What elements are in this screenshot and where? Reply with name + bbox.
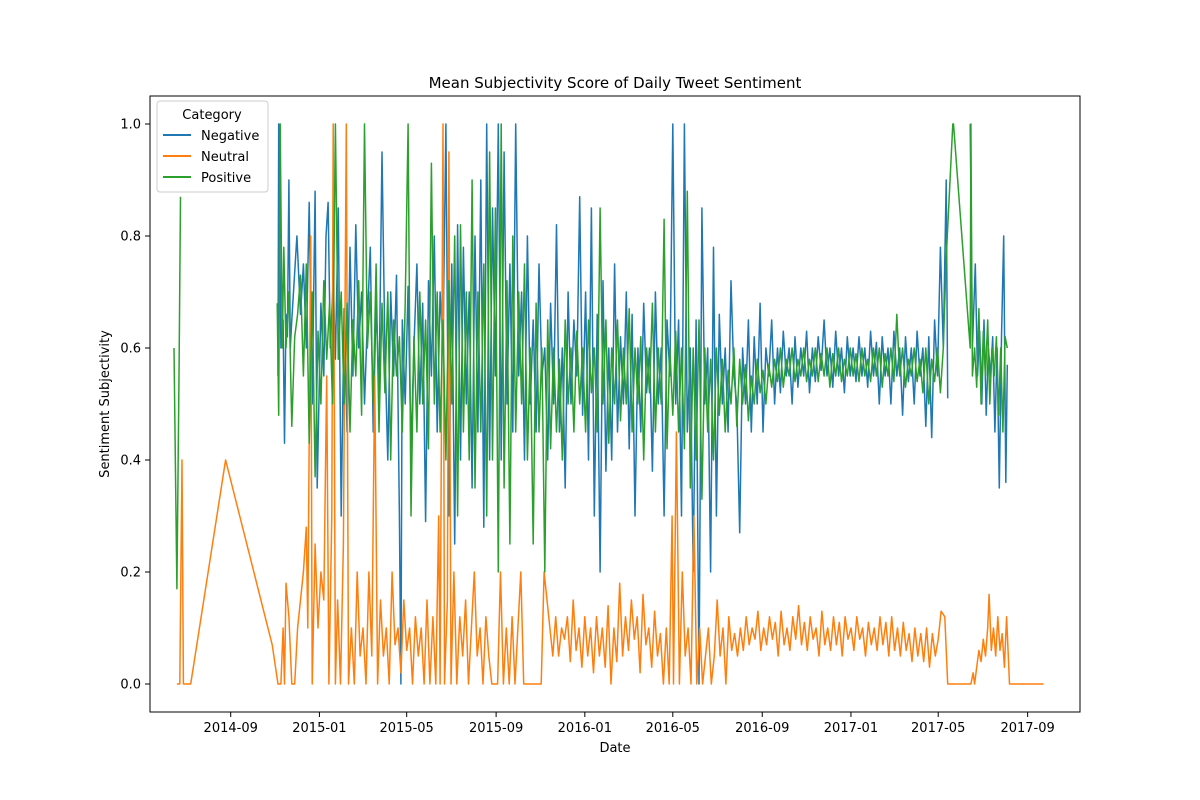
y-axis: 0.0 0.2 0.4 0.6 0.8 1.0: [120, 118, 150, 693]
plot-frame: [149, 95, 1081, 713]
legend-label-positive: Positive: [201, 171, 251, 186]
series-layer: [173, 123, 1044, 685]
x-axis: 2014-09 2015-01 2015-05 2015-09 2016-01 2016-…: [204, 712, 1055, 736]
chart-title: Mean Subjectivity Score of Daily Tweet S…: [429, 74, 802, 92]
x-tick-label: 2016-09: [735, 721, 789, 736]
x-tick-label: 2015-09: [469, 721, 523, 736]
x-tick-label: 2017-05: [911, 721, 965, 736]
y-tick-label: 0.4: [120, 454, 141, 469]
y-tick-label: 0.0: [120, 678, 141, 693]
legend-label-neutral: Neutral: [201, 150, 249, 165]
series-line-positive: [173, 123, 1009, 590]
y-axis-title: Sentiment Subjectivity: [98, 330, 113, 478]
x-tick-label: 2017-01: [824, 721, 878, 736]
y-tick-label: 1.0: [120, 118, 141, 133]
x-axis-title: Date: [599, 741, 630, 756]
x-tick-label: 2016-01: [558, 721, 612, 736]
legend: Category Negative Neutral Positive: [156, 100, 269, 193]
x-tick-label: 2015-01: [292, 721, 346, 736]
x-tick-label: 2017-09: [1000, 721, 1054, 736]
x-tick-label: 2016-05: [646, 721, 700, 736]
y-tick-label: 0.6: [120, 342, 141, 357]
y-tick-label: 0.2: [120, 566, 141, 581]
x-tick-label: 2014-09: [204, 721, 258, 736]
x-tick-label: 2015-05: [380, 721, 434, 736]
legend-box: [156, 100, 269, 193]
y-tick-label: 0.8: [120, 230, 141, 245]
series-line-neutral: [176, 123, 1044, 685]
legend-label-negative: Negative: [201, 129, 259, 144]
legend-title: Category: [182, 108, 242, 123]
